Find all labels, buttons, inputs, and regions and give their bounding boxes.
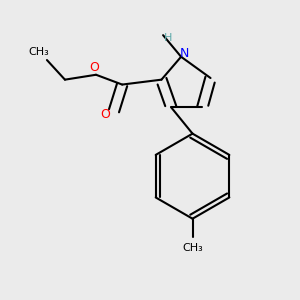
Text: O: O (100, 108, 110, 121)
Text: O: O (89, 61, 99, 74)
Text: CH₃: CH₃ (28, 47, 49, 57)
Text: N: N (180, 47, 189, 60)
Text: H: H (164, 33, 172, 43)
Text: CH₃: CH₃ (182, 243, 203, 253)
